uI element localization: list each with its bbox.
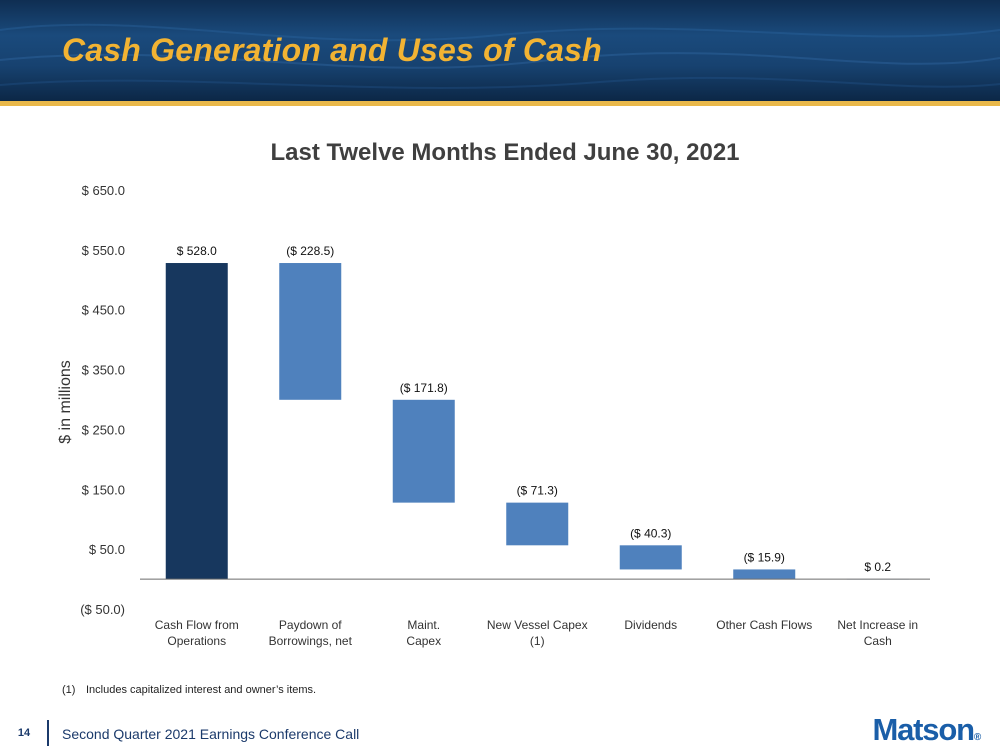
y-tick-label: $ 350.0 — [82, 363, 125, 378]
bar — [392, 399, 455, 503]
y-tick-label: $ 650.0 — [82, 183, 125, 198]
page-number: 14 — [17, 727, 31, 739]
x-axis-labels: Cash Flow from Operations Paydown of Borrow… — [155, 618, 918, 648]
chart-title: Last Twelve Months Ended June 30, 2021 — [270, 139, 739, 166]
data-labels-group: $ 528.0 ($ 228.5) ($ 171.8) ($ 71.3) ($ 40.3… — [177, 244, 892, 574]
header-banner: Cash Generation and Uses of Cash — [0, 0, 1000, 101]
bar — [165, 263, 228, 580]
y-tick-label: $ 50.0 — [89, 542, 125, 557]
x-tick-label: Capex — [406, 634, 441, 648]
y-tick-label: ($ 50.0) — [80, 602, 125, 617]
gold-divider — [0, 101, 1000, 106]
data-label: $ 0.2 — [864, 560, 891, 574]
x-tick-label: Paydown of — [279, 618, 342, 632]
bars-group — [165, 263, 909, 580]
ocean-wave-graphic — [0, 23, 1000, 89]
footnote-number: (1) — [62, 684, 76, 696]
matson-logo: Matson® — [872, 712, 982, 748]
x-tick-label: New Vessel Capex — [487, 618, 588, 632]
y-tick-label: $ 250.0 — [82, 422, 125, 437]
x-tick-label: (1) — [530, 634, 545, 648]
y-tick-label: $ 150.0 — [82, 482, 125, 497]
data-label: ($ 171.8) — [400, 381, 448, 395]
x-tick-label: Borrowings, net — [269, 634, 353, 648]
logo-text: Matson — [872, 712, 976, 747]
footnote-text: Includes capitalized interest and owner’… — [86, 684, 317, 696]
y-axis-ticks: ($ 50.0) $ 50.0 $ 150.0 $ 250.0 $ 350.0 $ 450… — [80, 183, 125, 617]
bar — [279, 263, 342, 400]
x-tick-label: Net Increase in — [837, 618, 918, 632]
y-axis-label: $ in millions — [57, 360, 74, 444]
y-tick-label: $ 550.0 — [82, 243, 125, 258]
data-label: $ 528.0 — [177, 244, 217, 258]
bar — [619, 545, 682, 570]
x-tick-label: Maint. — [407, 618, 440, 632]
waterfall-chart: Last Twelve Months Ended June 30, 2021 $… — [57, 139, 930, 648]
data-label: ($ 15.9) — [744, 550, 785, 564]
bar — [733, 569, 796, 579]
data-label: ($ 71.3) — [517, 484, 558, 498]
data-label: ($ 228.5) — [286, 244, 334, 258]
bar — [506, 502, 569, 546]
y-tick-label: $ 450.0 — [82, 303, 125, 318]
x-tick-label: Cash — [864, 634, 892, 648]
x-tick-label: Cash Flow from — [155, 618, 239, 632]
x-tick-label: Other Cash Flows — [716, 618, 812, 632]
footnote: (1) Includes capitalized interest and own… — [62, 684, 316, 696]
footer-text: Second Quarter 2021 Earnings Conference … — [62, 726, 360, 742]
x-tick-label: Dividends — [624, 618, 677, 632]
logo-mark: ® — [973, 732, 981, 743]
x-tick-label: Operations — [167, 634, 226, 648]
footer-divider — [47, 720, 49, 746]
data-label: ($ 40.3) — [630, 526, 671, 540]
slide-title: Cash Generation and Uses of Cash — [62, 32, 602, 68]
